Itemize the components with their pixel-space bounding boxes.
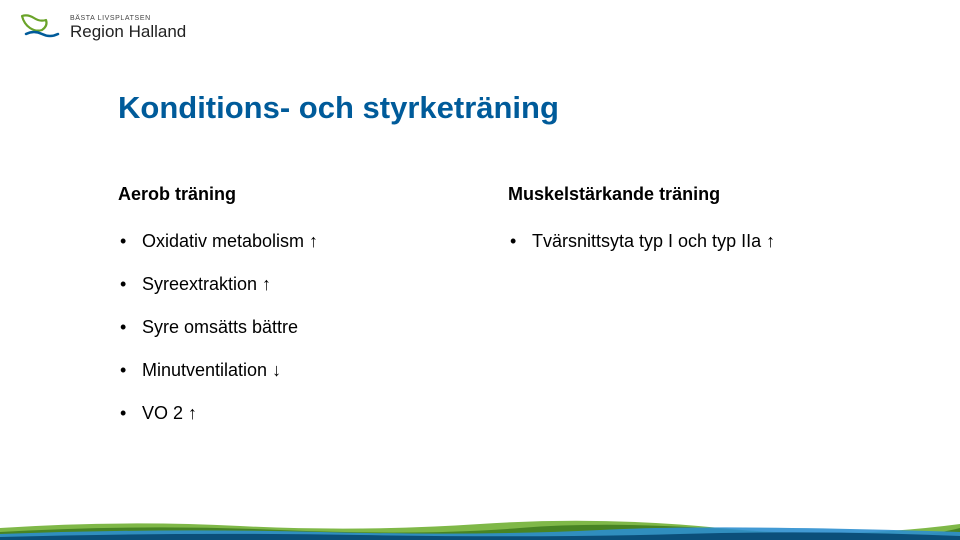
list-item: Tvärsnittsyta typ I och typ IIa ↑ xyxy=(508,231,908,252)
column-left: Aerob träning Oxidativ metabolism ↑ Syre… xyxy=(118,184,508,446)
columns: Aerob träning Oxidativ metabolism ↑ Syre… xyxy=(118,184,900,446)
logo: BÄSTA LIVSPLATSEN Region Halland xyxy=(18,12,186,44)
list-item: VO 2 ↑ xyxy=(118,403,508,424)
footer-decoration xyxy=(0,510,960,540)
list-item: Syre omsätts bättre xyxy=(118,317,508,338)
column-right: Muskelstärkande träning Tvärsnittsyta ty… xyxy=(508,184,908,446)
list-item: Syreextraktion ↑ xyxy=(118,274,508,295)
bullet-list: Oxidativ metabolism ↑ Syreextraktion ↑ S… xyxy=(118,231,508,424)
logo-icon xyxy=(18,12,62,44)
logo-name: Region Halland xyxy=(70,23,186,41)
logo-text: BÄSTA LIVSPLATSEN Region Halland xyxy=(70,15,186,40)
page-title: Konditions- och styrketräning xyxy=(118,90,900,126)
column-heading: Aerob träning xyxy=(118,184,508,205)
column-heading: Muskelstärkande träning xyxy=(508,184,908,205)
main-content: Konditions- och styrketräning Aerob trän… xyxy=(118,90,900,446)
list-item: Oxidativ metabolism ↑ xyxy=(118,231,508,252)
bullet-list: Tvärsnittsyta typ I och typ IIa ↑ xyxy=(508,231,908,252)
list-item: Minutventilation ↓ xyxy=(118,360,508,381)
